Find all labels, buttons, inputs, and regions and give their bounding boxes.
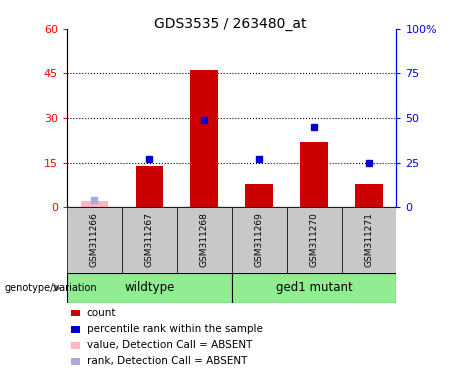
Bar (231, 207, 287, 273)
Bar (67, 207, 122, 273)
Text: GSM311266: GSM311266 (90, 213, 99, 267)
Bar (67, 273, 231, 303)
Bar (231, 273, 396, 303)
Bar (81, 201, 108, 207)
Text: GSM311267: GSM311267 (145, 213, 154, 267)
Bar (287, 207, 342, 273)
Bar (122, 207, 177, 273)
Bar (355, 184, 383, 207)
Text: GDS3535 / 263480_at: GDS3535 / 263480_at (154, 17, 307, 31)
Text: value, Detection Call = ABSENT: value, Detection Call = ABSENT (87, 340, 252, 350)
Bar (177, 207, 231, 273)
Bar (245, 184, 273, 207)
Bar (342, 207, 396, 273)
Text: GSM311268: GSM311268 (200, 213, 209, 267)
Bar (190, 70, 218, 207)
Text: rank, Detection Call = ABSENT: rank, Detection Call = ABSENT (87, 356, 247, 366)
Bar (136, 166, 163, 207)
Text: GSM311269: GSM311269 (254, 213, 264, 267)
Text: GSM311271: GSM311271 (365, 213, 373, 267)
Bar (300, 142, 328, 207)
Text: count: count (87, 308, 116, 318)
Text: ged1 mutant: ged1 mutant (276, 281, 352, 295)
Text: percentile rank within the sample: percentile rank within the sample (87, 324, 263, 334)
Text: GSM311270: GSM311270 (309, 213, 319, 267)
Text: wildtype: wildtype (124, 281, 174, 295)
Text: genotype/variation: genotype/variation (5, 283, 97, 293)
